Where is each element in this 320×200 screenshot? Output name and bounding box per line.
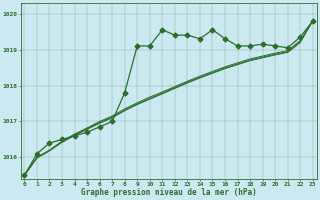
X-axis label: Graphe pression niveau de la mer (hPa): Graphe pression niveau de la mer (hPa)	[81, 188, 256, 197]
